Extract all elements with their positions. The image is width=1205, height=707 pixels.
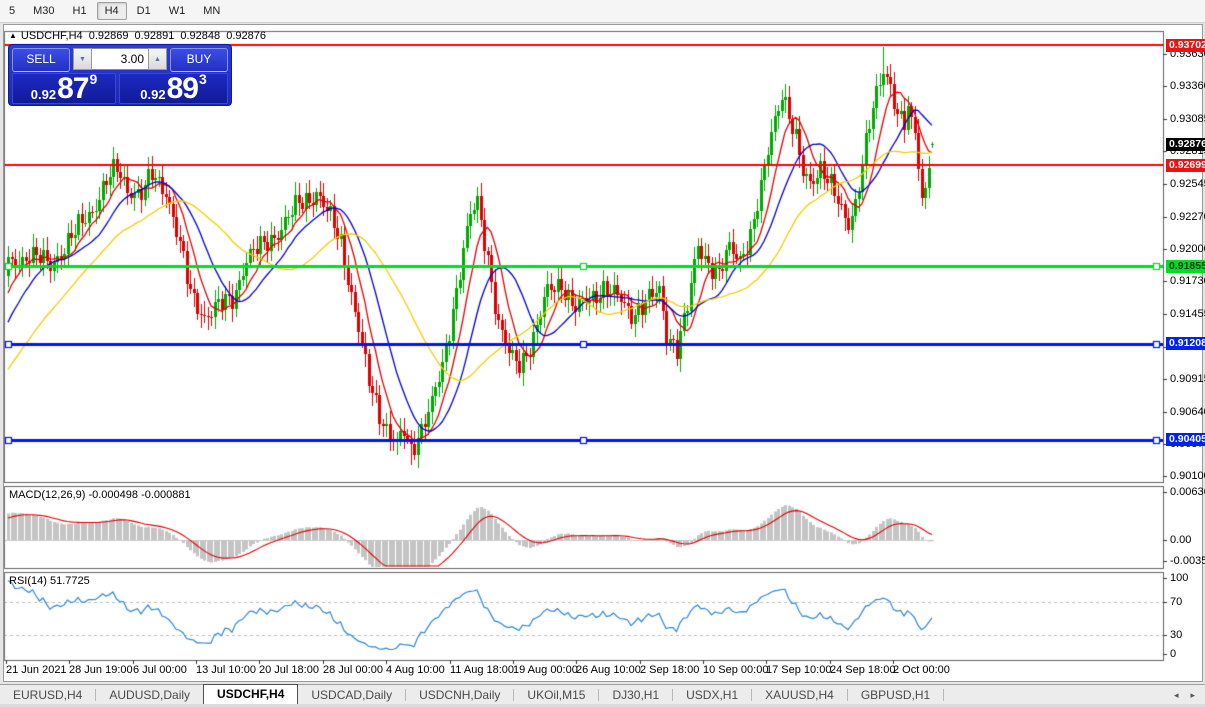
ohlc-high: 0.92891 <box>134 30 175 42</box>
ohlc-close: 0.92876 <box>226 30 266 42</box>
macd-axis-tick-label: 0.00 <box>1170 534 1192 546</box>
chart-symbol-label: USDCHF,H4 <box>20 30 83 42</box>
price-axis-line-label: 0.90405 <box>1166 433 1205 447</box>
macd-axis-tick-label: 0.00636 <box>1170 486 1205 498</box>
sell-price-display[interactable]: 0.92 87 9 <box>12 71 116 105</box>
date-axis-tick-label: 13 Jul 10:00 <box>196 664 256 676</box>
price-axis-line-label: 0.91855 <box>1166 259 1205 273</box>
collapse-panel-icon[interactable]: ▲ <box>9 31 17 40</box>
price-axis-line-label: 0.91208 <box>1166 337 1205 351</box>
sell-price-pip: 9 <box>89 71 98 87</box>
buy-price-display[interactable]: 0.92 89 3 <box>119 71 228 105</box>
buy-price-pip: 3 <box>198 71 207 87</box>
sell-price-prefix: 0.92 <box>30 87 57 102</box>
price-axis-line-label: 0.92699 <box>1166 158 1205 172</box>
sell-button[interactable]: SELL <box>12 48 70 72</box>
price-axis-line-label: 0.92876 <box>1166 137 1205 151</box>
date-axis-tick-label: 28 Jun 19:00 <box>69 664 133 676</box>
buy-price-main: 89 <box>166 72 199 105</box>
price-axis-line-label: 0.93702 <box>1166 38 1205 52</box>
chart-title: ▲ USDCHF,H4 0.92869 0.92891 0.92848 0.928… <box>9 30 269 42</box>
date-axis-tick-label: 10 Sep 00:00 <box>703 664 769 676</box>
rsi-axis-tick-label: 0 <box>1170 648 1177 660</box>
date-axis-tick-label: 20 Jul 18:00 <box>259 664 319 676</box>
date-axis-tick-label: 11 Aug 18:00 <box>450 664 515 676</box>
price-axis-tick-label: 0.92545 <box>1170 177 1205 190</box>
macd-indicator-label: MACD(12,26,9) -0.000498 -0.000881 <box>9 489 191 501</box>
date-axis-tick-label: 26 Aug 10:00 <box>576 664 641 676</box>
volume-increase-button[interactable]: ▲ <box>148 48 167 70</box>
ohlc-open: 0.92869 <box>88 30 129 42</box>
date-axis-tick-label: 19 Aug 00:00 <box>513 664 578 676</box>
rsi-indicator-label: RSI(14) 51.7725 <box>9 575 90 587</box>
rsi-axis-tick-label: 30 <box>1170 629 1183 642</box>
date-axis-tick-label: 17 Sep 10:00 <box>766 664 832 676</box>
date-axis-tick-label: 6 Jul 00:00 <box>133 664 187 676</box>
price-axis-tick-label: 0.93085 <box>1170 113 1205 126</box>
date-axis-tick-label: 24 Sep 18:00 <box>830 664 896 676</box>
buy-price-prefix: 0.92 <box>140 87 166 102</box>
macd-axis-tick-label: -0.00350 <box>1170 555 1205 567</box>
rsi-axis-tick-label: 70 <box>1170 595 1183 608</box>
ohlc-low: 0.92848 <box>180 30 221 42</box>
date-axis-tick-label: 2 Oct 00:00 <box>893 664 950 676</box>
date-axis-tick-label: 21 Jun 2021 <box>6 664 67 676</box>
price-axis-tick-label: 0.91455 <box>1170 308 1205 321</box>
date-axis-tick-label: 28 Jul 00:00 <box>323 664 383 676</box>
buy-button[interactable]: BUY <box>170 48 228 72</box>
volume-decrease-button[interactable]: ▼ <box>73 48 92 70</box>
volume-input[interactable] <box>92 48 148 70</box>
price-axis-tick-label: 0.90915 <box>1170 372 1205 385</box>
rsi-axis-tick-label: 100 <box>1170 572 1189 584</box>
sell-price-main: 87 <box>57 72 89 105</box>
one-click-trading-panel: SELL ▼ ▲ BUY 0.92 87 9 0.92 89 3 <box>8 44 232 106</box>
date-axis-tick-label: 4 Aug 10:00 <box>386 664 445 676</box>
date-axis-tick-label: 2 Sep 18:00 <box>640 664 700 676</box>
